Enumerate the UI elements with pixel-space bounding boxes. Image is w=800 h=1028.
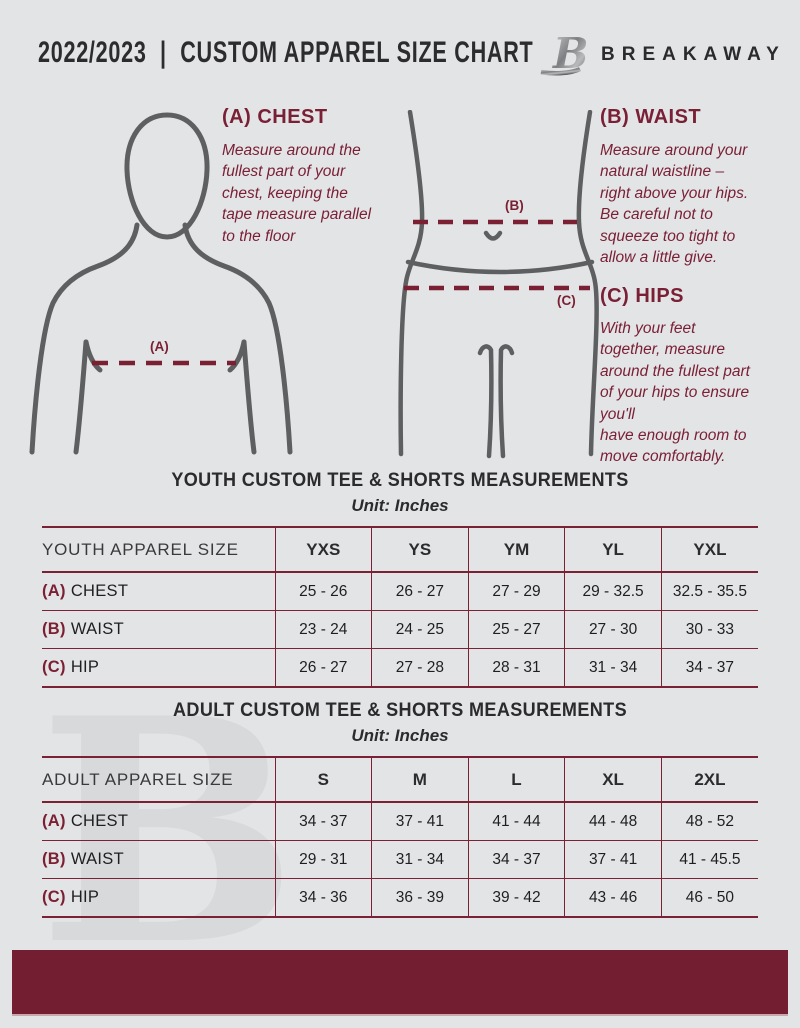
size-cell: 37 - 41: [371, 802, 469, 841]
chest-marker-label: (A): [150, 339, 169, 354]
row-prefix: (C): [42, 658, 66, 676]
size-cell: 27 - 30: [564, 610, 662, 649]
row-prefix: (C): [42, 888, 66, 906]
youth-col-yl: YL: [564, 526, 662, 573]
adult-chest-label: (A) CHEST: [42, 802, 275, 841]
waist-instructions: Measure around your natural waistline – …: [600, 142, 749, 266]
row-prefix: (A): [42, 812, 66, 830]
size-cell: 41 - 45.5: [660, 840, 758, 879]
breakaway-logo-icon: B: [540, 29, 589, 78]
youth-col-yxs: YXS: [274, 526, 372, 573]
chest-heading: (A) CHEST: [222, 106, 328, 128]
size-cell: 46 - 50: [660, 878, 758, 918]
hips-instructions: With your feet together, measure around …: [600, 320, 750, 466]
adult-section-title: ADULT CUSTOM TEE & SHORTS MEASUREMENTS: [172, 700, 628, 721]
upper-body-figure: [29, 112, 293, 455]
table-row: (C) HIP 34 - 36 36 - 39 39 - 42 43 - 46 4…: [42, 878, 758, 918]
size-cell: 25 - 26: [274, 572, 372, 611]
youth-section-title: YOUTH CUSTOM TEE & SHORTS MEASUREMENTS: [171, 470, 629, 491]
row-name: CHEST: [70, 812, 129, 830]
hip-marker-label: (C): [557, 293, 576, 308]
size-cell: 28 - 31: [467, 648, 565, 688]
table-row: (B) WAIST 23 - 24 24 - 25 25 - 27 27 - 30…: [42, 610, 758, 649]
row-prefix: (B): [42, 850, 66, 868]
row-prefix: (A): [42, 582, 66, 600]
size-cell: 30 - 33: [660, 610, 758, 649]
table-row: (C) HIP 26 - 27 27 - 28 28 - 31 31 - 34 3…: [42, 648, 758, 688]
youth-chest-label: (A) CHEST: [42, 572, 275, 611]
adult-size-table: ADULT APPAREL SIZE S M L XL 2XL (A) CHEST…: [42, 756, 758, 918]
row-name: WAIST: [70, 620, 124, 638]
size-cell: 34 - 37: [467, 840, 565, 879]
adult-hip-label: (C) HIP: [42, 878, 275, 918]
adult-col-s: S: [274, 756, 372, 803]
brand-wordmark: BREAKAWAY: [601, 44, 786, 65]
waist-heading: (B) WAIST: [600, 106, 702, 128]
table-row: (A) CHEST 25 - 26 26 - 27 27 - 29 29 - 32…: [42, 572, 758, 611]
hips-heading: (C) HIPS: [600, 285, 684, 307]
row-name: WAIST: [70, 850, 124, 868]
youth-col-ys: YS: [371, 526, 469, 573]
adult-col-m: M: [371, 756, 469, 803]
size-cell: 39 - 42: [467, 878, 565, 918]
size-cell: 34 - 37: [660, 648, 758, 688]
size-cell: 23 - 24: [274, 610, 372, 649]
youth-waist-label: (B) WAIST: [42, 610, 275, 649]
size-cell: 26 - 27: [274, 648, 372, 688]
youth-table-header-row: YOUTH APPAREL SIZE YXS YS YM YL YXL: [42, 526, 758, 573]
size-cell: 24 - 25: [371, 610, 469, 649]
chest-instructions: Measure around the fullest part of your …: [222, 142, 372, 245]
page-title: 2022/2023 | CUSTOM APPAREL SIZE CHART: [38, 36, 534, 69]
size-cell: 48 - 52: [660, 802, 758, 841]
size-cell: 34 - 36: [274, 878, 372, 918]
table-row: (B) WAIST 29 - 31 31 - 34 34 - 37 37 - 41…: [42, 840, 758, 879]
size-cell: 36 - 39: [371, 878, 469, 918]
adult-waist-label: (B) WAIST: [42, 840, 275, 879]
table-row: (A) CHEST 34 - 37 37 - 41 41 - 44 44 - 48…: [42, 802, 758, 841]
size-cell: 29 - 31: [274, 840, 372, 879]
adult-col-xl: XL: [564, 756, 662, 803]
row-name: HIP: [70, 888, 100, 906]
size-cell: 25 - 27: [467, 610, 565, 649]
size-cell: 27 - 29: [467, 572, 565, 611]
size-cell: 29 - 32.5: [564, 572, 662, 611]
adult-size-header: ADULT APPAREL SIZE: [42, 756, 275, 803]
youth-col-yxl: YXL: [660, 526, 758, 573]
size-cell: 34 - 37: [274, 802, 372, 841]
size-cell: 31 - 34: [371, 840, 469, 879]
adult-col-2xl: 2XL: [660, 756, 758, 803]
row-name: HIP: [70, 658, 100, 676]
size-cell: 44 - 48: [564, 802, 662, 841]
size-cell: 31 - 34: [564, 648, 662, 688]
size-cell: 26 - 27: [371, 572, 469, 611]
youth-size-table: YOUTH APPAREL SIZE YXS YS YM YL YXL (A) C…: [42, 526, 758, 688]
youth-size-header: YOUTH APPAREL SIZE: [42, 526, 275, 573]
size-cell: 32.5 - 35.5: [660, 572, 758, 611]
adult-unit-label: Unit: Inches: [351, 726, 449, 745]
adult-col-l: L: [467, 756, 565, 803]
footer-accent-bar: [12, 950, 788, 1016]
waist-marker-label: (B): [505, 198, 524, 213]
size-cell: 41 - 44: [467, 802, 565, 841]
youth-hip-label: (C) HIP: [42, 648, 275, 688]
youth-col-ym: YM: [467, 526, 565, 573]
lower-body-figure: [398, 110, 599, 459]
row-name: CHEST: [70, 582, 129, 600]
row-prefix: (B): [42, 620, 66, 638]
adult-table-header-row: ADULT APPAREL SIZE S M L XL 2XL: [42, 756, 758, 803]
size-cell: 37 - 41: [564, 840, 662, 879]
size-cell: 43 - 46: [564, 878, 662, 918]
size-cell: 27 - 28: [371, 648, 469, 688]
youth-unit-label: Unit: Inches: [351, 496, 449, 515]
